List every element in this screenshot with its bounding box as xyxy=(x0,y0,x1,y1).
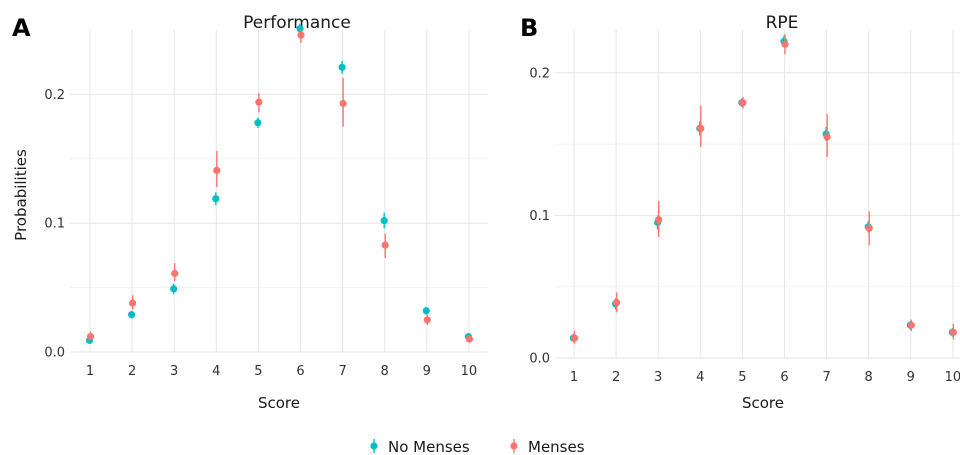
chart-title-performance: Performance xyxy=(243,13,351,33)
data-point-menses xyxy=(907,321,915,329)
x-tick-label-a: 4 xyxy=(212,364,220,379)
data-point-no-menses xyxy=(128,311,136,319)
data-point-menses xyxy=(423,316,431,324)
data-point-menses xyxy=(171,269,179,278)
y-tick-label-b: 0.2 xyxy=(529,66,550,81)
y-tick-label-a: 0.1 xyxy=(44,217,65,232)
data-point-no-menses xyxy=(170,285,178,293)
plot-area-performance: 0.0 0.1 0.2 1 2 3 4 5 6 7 8 9 10 xyxy=(44,23,488,379)
legend-label-no-menses: No Menses xyxy=(388,438,470,455)
x-axis-label-a: Score xyxy=(258,394,300,412)
x-tick-label-a: 8 xyxy=(381,364,389,379)
x-tick-label-a: 10 xyxy=(461,364,478,379)
x-tick-label-b: 4 xyxy=(696,370,704,385)
data-point-menses xyxy=(86,332,95,341)
legend-item-no-menses: No Menses xyxy=(370,438,470,455)
panel-letter-a: A xyxy=(12,14,31,42)
data-point-no-menses xyxy=(254,119,262,127)
data-point-menses xyxy=(213,166,221,174)
data-point-menses xyxy=(865,224,873,232)
x-tick-label-a: 5 xyxy=(254,364,262,379)
x-tick-label-a: 6 xyxy=(296,364,304,379)
legend-key-no-menses xyxy=(370,442,378,450)
y-tick-label-a: 0.2 xyxy=(44,88,65,103)
legend-label-menses: Menses xyxy=(528,438,585,455)
x-tick-label-b: 7 xyxy=(822,370,830,385)
panel-letter-b: B xyxy=(520,14,538,42)
x-tick-label-b: 10 xyxy=(945,370,960,385)
data-point-menses xyxy=(570,334,579,342)
y-tick-label-a: 0.0 xyxy=(44,346,65,361)
x-tick-label-b: 9 xyxy=(907,370,915,385)
legend-key-menses xyxy=(510,442,518,450)
data-point-menses xyxy=(823,133,831,141)
data-point-menses xyxy=(781,40,789,48)
data-point-no-menses xyxy=(296,25,304,33)
y-axis-label-a: Probabilities xyxy=(12,149,30,241)
data-point-no-menses xyxy=(338,63,346,71)
data-point-menses xyxy=(465,335,473,343)
data-point-menses xyxy=(381,241,389,249)
data-point-menses xyxy=(613,298,621,306)
data-point-menses xyxy=(129,299,137,307)
x-tick-label-b: 3 xyxy=(654,370,662,385)
x-tick-label-b: 6 xyxy=(780,370,788,385)
x-axis-label-b: Score xyxy=(742,394,784,412)
data-point-no-menses xyxy=(422,307,430,315)
x-tick-label-b: 2 xyxy=(612,370,620,385)
x-tick-label-a: 9 xyxy=(423,364,431,379)
plot-area-rpe: 0.0 0.1 0.2 1 2 3 4 5 6 7 8 9 10 xyxy=(529,30,960,385)
x-tick-label-a: 7 xyxy=(338,364,346,379)
x-tick-label-a: 2 xyxy=(128,364,136,379)
x-tick-label-a: 1 xyxy=(86,364,94,379)
x-tick-label-b: 8 xyxy=(865,370,873,385)
y-tick-label-b: 0.1 xyxy=(529,209,550,224)
data-point-menses xyxy=(655,216,663,224)
legend-item-menses: Menses xyxy=(510,438,585,455)
x-tick-label-a: 3 xyxy=(170,364,178,379)
chart-title-rpe: RPE xyxy=(766,13,799,33)
x-tick-label-b: 1 xyxy=(570,370,578,385)
data-point-menses xyxy=(255,98,263,106)
data-point-no-menses xyxy=(380,217,388,225)
data-point-menses xyxy=(739,99,747,107)
data-point-menses xyxy=(339,99,347,108)
data-point-no-menses xyxy=(212,195,220,203)
x-tick-label-b: 5 xyxy=(738,370,746,385)
y-tick-label-b: 0.0 xyxy=(529,352,550,367)
legend: No Menses Menses xyxy=(370,438,585,455)
data-point-menses xyxy=(297,31,305,39)
data-point-menses xyxy=(697,124,705,132)
data-point-menses xyxy=(949,328,958,336)
